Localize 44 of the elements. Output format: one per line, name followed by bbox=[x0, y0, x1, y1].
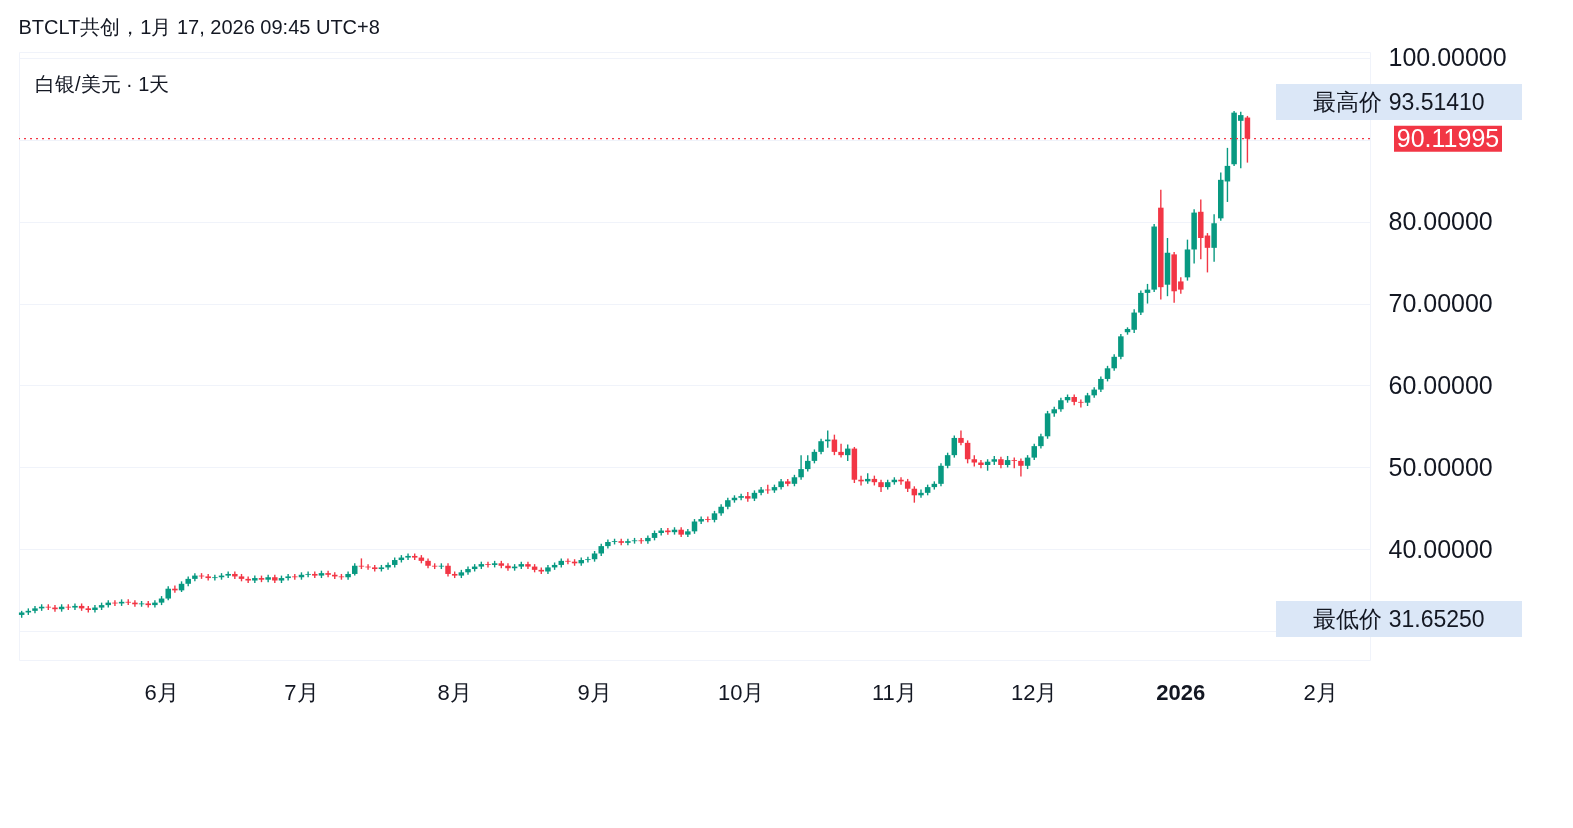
x-tick-label: 8月 bbox=[437, 679, 472, 705]
tag-box: 最高价 93.51410 bbox=[1276, 84, 1522, 120]
candlestick bbox=[565, 557, 571, 565]
candlestick bbox=[798, 454, 804, 481]
x-tick-label: 10月 bbox=[717, 679, 765, 705]
candlestick bbox=[1118, 333, 1124, 360]
x-tick-label: 12月 bbox=[1011, 679, 1058, 705]
tag-box: 最低价 31.65250 bbox=[1276, 601, 1522, 637]
candlestick bbox=[405, 552, 411, 561]
candlestick bbox=[285, 573, 291, 582]
chart-title: BTCLT共创，1月 17, 2026 09:45 UTC+8 bbox=[18, 15, 380, 38]
y-tick-label: 60.00000 bbox=[1388, 371, 1493, 399]
candlestick bbox=[1044, 410, 1051, 440]
x-tick-label: 2月 bbox=[1303, 679, 1338, 705]
candlestick bbox=[192, 572, 198, 583]
x-tick-label: 9月 bbox=[577, 679, 612, 705]
candlestick bbox=[465, 565, 471, 576]
candlestick bbox=[1078, 398, 1084, 409]
candlestick bbox=[645, 534, 651, 545]
y-tick-label: 70.00000 bbox=[1388, 289, 1493, 318]
candlestick bbox=[838, 442, 844, 459]
candlestick bbox=[1138, 289, 1144, 316]
candlestick bbox=[205, 573, 211, 582]
text: 白银/美元 · 1天 bbox=[35, 73, 170, 95]
candlestick bbox=[305, 570, 311, 578]
y-tick-label: 50.00000 bbox=[1388, 452, 1493, 481]
candlestick bbox=[245, 575, 251, 584]
candlestick bbox=[212, 574, 218, 582]
y-tick-label: 100.00000 bbox=[1388, 43, 1507, 72]
candlestick bbox=[1018, 457, 1024, 478]
x-tick-label: 11月 bbox=[871, 679, 917, 705]
candlestick bbox=[485, 560, 491, 569]
candlestick bbox=[72, 602, 78, 611]
candlestick bbox=[345, 570, 351, 581]
ref-line-label: 90.11995 bbox=[1396, 123, 1500, 152]
candlestick bbox=[938, 462, 944, 487]
candlestick bbox=[705, 515, 711, 524]
x-tick-label: 7月 bbox=[284, 679, 319, 705]
candlestick bbox=[758, 486, 764, 496]
y-tick-label: 80.00000 bbox=[1388, 207, 1493, 236]
y-tick-label: 40.00000 bbox=[1388, 534, 1493, 563]
x-tick-label: 6月 bbox=[144, 679, 179, 705]
x-tick-label: 2026 bbox=[1156, 679, 1206, 705]
candlestick bbox=[585, 556, 591, 564]
